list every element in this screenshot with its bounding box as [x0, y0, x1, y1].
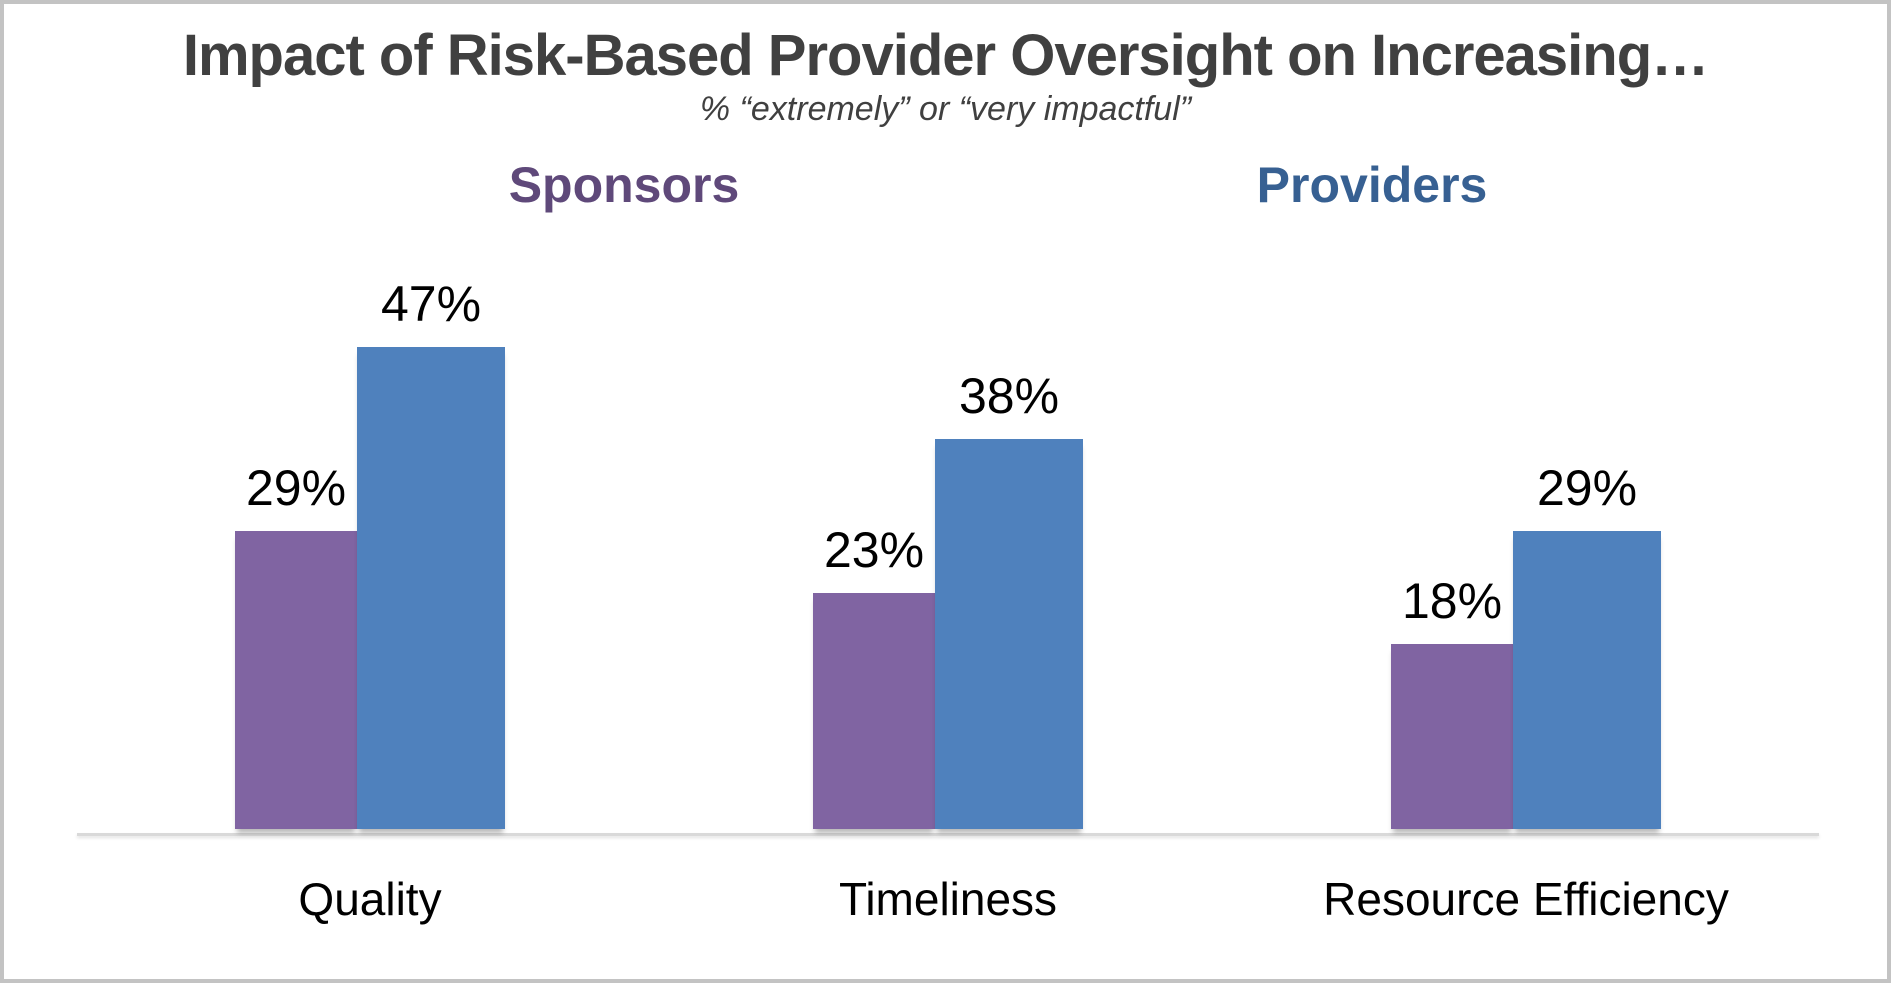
plot-area: 29% 47% Quality 23% 38% Timeliness 18% 29% Resou… — [4, 4, 1887, 979]
bar-sponsors-quality — [235, 531, 357, 829]
chart-subtitle: % “extremely” or “very impactful” — [699, 90, 1192, 128]
x-axis-line — [77, 833, 1819, 836]
chart-title: Impact of Risk-Based Provider Oversight … — [182, 23, 1709, 88]
value-label-sponsors-resource-efficiency: 18% — [1401, 573, 1503, 629]
value-label-providers-timeliness: 38% — [958, 368, 1060, 424]
value-label-sponsors-quality: 29% — [245, 460, 347, 516]
legend-label-providers: Providers — [1256, 157, 1488, 213]
legend-label-sponsors: Sponsors — [508, 157, 740, 213]
value-label-providers-quality: 47% — [380, 276, 482, 332]
category-label-resource-efficiency: Resource Efficiency — [1323, 873, 1729, 925]
value-label-providers-resource-efficiency: 29% — [1536, 460, 1638, 516]
bar-providers-timeliness — [935, 439, 1083, 829]
bar-providers-resource-efficiency — [1513, 531, 1661, 829]
category-label-timeliness: Timeliness — [838, 873, 1058, 925]
category-label-quality: Quality — [298, 873, 442, 925]
bar-sponsors-timeliness — [813, 593, 935, 829]
value-label-sponsors-timeliness: 23% — [823, 522, 925, 578]
bar-sponsors-resource-efficiency — [1391, 644, 1513, 829]
bar-providers-quality — [357, 347, 505, 829]
